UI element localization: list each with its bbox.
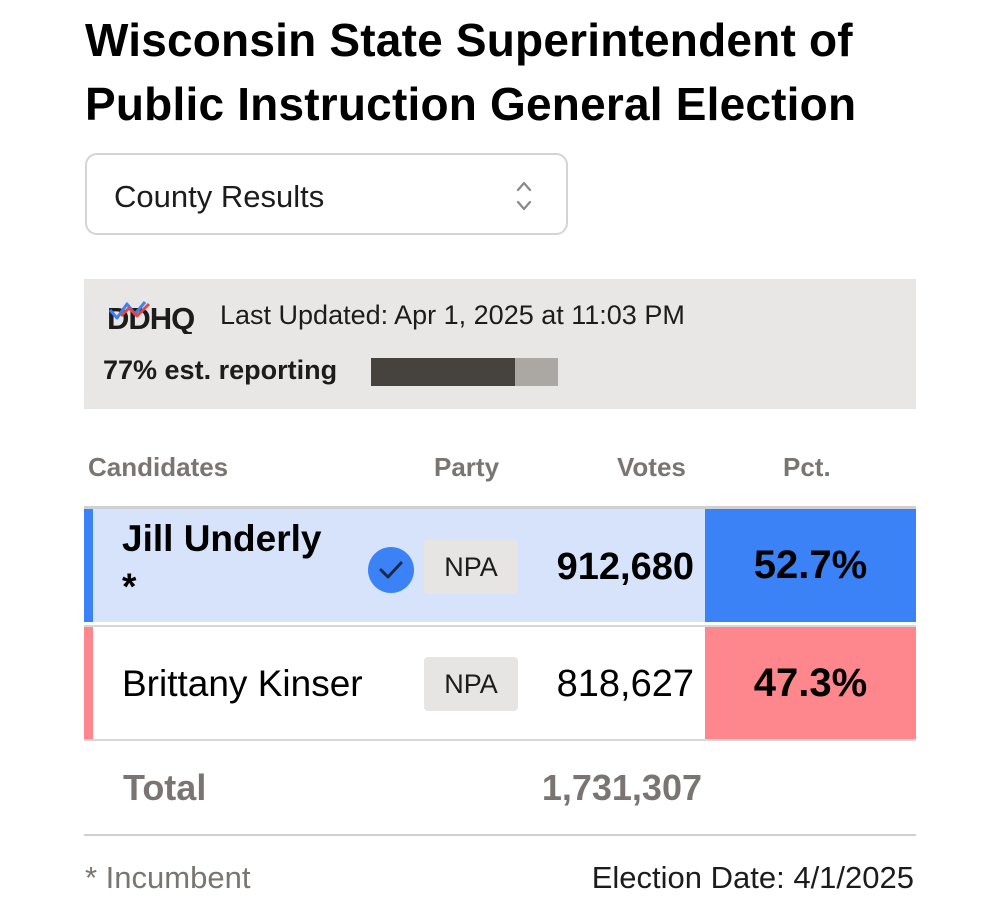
- check-circle-icon: [368, 547, 414, 593]
- divider: [84, 834, 916, 836]
- vote-percentage: 52.7%: [705, 509, 916, 622]
- party-badge: NPA: [424, 540, 518, 594]
- chevron-up-down-icon: [516, 181, 532, 211]
- status-panel: DDHQ Last Updated: Apr 1, 2025 at 11:03 …: [84, 279, 916, 409]
- party-stripe: [84, 509, 93, 622]
- vote-count: 818,627: [556, 663, 694, 705]
- header-votes: Votes: [617, 452, 686, 482]
- select-value: County Results: [114, 179, 325, 214]
- table-row: Jill Underly * NPA 912,680 52.7%: [84, 506, 916, 622]
- total-label: Total: [123, 767, 207, 808]
- reporting-progress-fill: [371, 358, 515, 386]
- vote-percentage: 47.3%: [705, 627, 916, 739]
- candidate-name: Brittany Kinser: [122, 663, 363, 704]
- reporting-label: 77% est. reporting: [103, 355, 338, 385]
- ddhq-logo: DDHQ: [107, 301, 195, 334]
- last-updated: Last Updated: Apr 1, 2025 at 11:03 PM: [220, 300, 685, 330]
- header-pct: Pct.: [783, 452, 831, 482]
- party-badge: NPA: [424, 657, 518, 711]
- party-stripe: [84, 627, 93, 739]
- incumbent-mark: *: [122, 566, 137, 607]
- page-title: Wisconsin State Superintendent of Public…: [85, 14, 857, 130]
- results-view-select[interactable]: County Results: [85, 153, 568, 235]
- reporting-progress-bar: [371, 358, 558, 386]
- total-votes: 1,731,307: [541, 767, 702, 808]
- svg-text:DDHQ: DDHQ: [107, 301, 194, 334]
- incumbent-note: * Incumbent: [85, 860, 251, 895]
- header-party: Party: [434, 452, 500, 482]
- vote-count: 912,680: [556, 546, 694, 588]
- candidate-name: Jill Underly *: [122, 518, 322, 607]
- election-date: Election Date: 4/1/2025: [591, 860, 914, 895]
- table-row: Brittany Kinser NPA 818,627 47.3%: [84, 625, 916, 741]
- header-candidates: Candidates: [88, 452, 229, 482]
